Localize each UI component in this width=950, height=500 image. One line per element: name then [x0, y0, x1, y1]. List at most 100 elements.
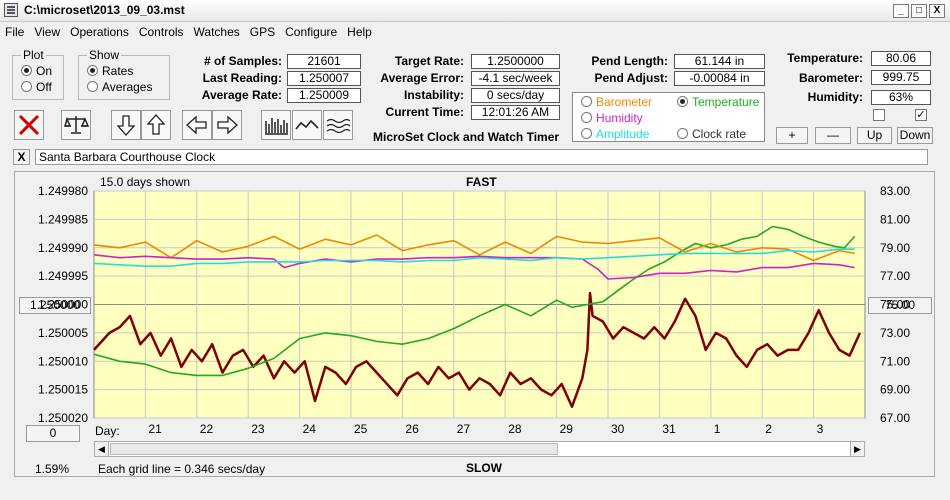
y-left-tick-label: 1.249990 [38, 241, 88, 255]
show-rates-radio[interactable]: Rates [87, 64, 133, 78]
y-right-tick-label: 83.00 [880, 184, 910, 198]
down-arrow-button[interactable] [111, 110, 141, 140]
menu-watches[interactable]: Watches [193, 25, 240, 39]
scroll-left-arrow-icon[interactable]: ◀ [95, 442, 109, 456]
option-temperature[interactable]: Temperature [677, 95, 759, 109]
multi-line-button[interactable] [323, 110, 353, 140]
last-reading-label: Last Reading: [202, 71, 282, 85]
radio-selected-icon [21, 65, 32, 76]
minimize-button[interactable]: _ [893, 4, 909, 18]
balance-button[interactable] [61, 110, 91, 140]
menu-gps[interactable]: GPS [249, 25, 276, 39]
option-barometer-label: Barometer [596, 95, 653, 109]
show-averages-label: Averages [102, 80, 153, 94]
scroll-right-arrow-icon[interactable]: ▶ [850, 442, 864, 456]
pend-length-field[interactable]: 61.144 in [674, 54, 765, 69]
pend-adjust-field: -0.00084 in [674, 71, 765, 86]
scale-icon [64, 116, 89, 134]
option-humidity[interactable]: Humidity [581, 111, 643, 125]
x-tick-label: 25 [354, 422, 368, 436]
left-checkbox[interactable] [873, 109, 885, 121]
y-left-tick-label: 1.250010 [38, 354, 88, 368]
option-clock-rate[interactable]: Clock rate [677, 127, 746, 141]
humidity-field: 63% [871, 90, 931, 105]
menu-operations[interactable]: Operations [70, 25, 129, 39]
series-line-amplitude [93, 248, 855, 268]
show-group: Show Rates Averages [78, 48, 170, 100]
average-rate-field: 1.250009 [287, 88, 361, 103]
plot-group: Plot On Off [12, 48, 64, 100]
left-arrow-button[interactable] [182, 110, 212, 140]
radio-icon [581, 128, 592, 139]
minus-button[interactable]: — [815, 127, 851, 144]
line-view-button[interactable] [292, 110, 322, 140]
option-amplitude[interactable]: Amplitude [581, 127, 649, 141]
y-right-tick-label: 79.00 [880, 241, 910, 255]
plot-off-label: Off [36, 80, 52, 94]
clear-button[interactable] [14, 110, 44, 140]
arrow-left-icon [186, 115, 207, 135]
day-axis-label: Day: [95, 424, 120, 438]
up-button[interactable]: Up [857, 127, 892, 144]
show-group-title: Show [87, 48, 122, 62]
center-left-button[interactable]: 1.250000 [19, 297, 91, 314]
down-button[interactable]: Down [897, 127, 933, 144]
menu-file[interactable]: File [5, 25, 25, 39]
bar-view-button[interactable] [261, 110, 291, 140]
plot-off-radio[interactable]: Off [21, 80, 52, 94]
grid-note: Each grid line = 0.346 secs/day [98, 462, 266, 476]
horizontal-scrollbar[interactable]: ◀ ▶ [94, 441, 865, 457]
x-tick-label: 26 [405, 422, 419, 436]
instability-label: Instability: [403, 88, 464, 102]
option-temperature-label: Temperature [692, 95, 760, 109]
menu-configure[interactable]: Configure [285, 25, 338, 39]
scroll-thumb[interactable] [110, 443, 558, 455]
clock-name-field[interactable]: Santa Barbara Courthouse Clock [35, 149, 928, 165]
plus-button[interactable]: + [776, 127, 808, 144]
option-clock-rate-label: Clock rate [692, 127, 747, 141]
x-tick-label: 24 [303, 422, 317, 436]
barometer-field: 999.75 [871, 70, 931, 85]
current-time-label: Current Time: [385, 105, 464, 119]
multi-wave-icon [326, 118, 351, 134]
maximize-button[interactable]: □ [911, 4, 927, 18]
samples-field: 21601 [287, 54, 361, 69]
y-left-tick-label: 1.250020 [38, 411, 88, 425]
y-left-tick-label: 1.249985 [38, 212, 88, 226]
chart-series-group [93, 225, 862, 408]
x-tick-label: 23 [251, 422, 265, 436]
menu-help[interactable]: Help [347, 25, 372, 39]
right-checkbox[interactable]: ✓ [915, 109, 927, 121]
series-line-rate [93, 291, 862, 408]
y-left-tick-label: 1.249980 [38, 184, 88, 198]
plot-on-radio[interactable]: On [21, 64, 52, 78]
series-line-barometer [93, 234, 855, 262]
red-x-icon [18, 114, 40, 136]
close-clock-button[interactable]: X [13, 149, 30, 165]
y-left-tick-label: 1.249995 [38, 269, 88, 283]
option-amplitude-label: Amplitude [596, 127, 650, 141]
option-barometer[interactable]: Barometer [581, 95, 652, 109]
average-error-field: -4.1 sec/week [471, 71, 560, 86]
right-arrow-button[interactable] [212, 110, 242, 140]
chart-ticks-group: 1.249980 83.00 1.249985 81.00 1.249990 79.00 1… [38, 184, 910, 436]
menu-view[interactable]: View [34, 25, 61, 39]
x-tick-label: 31 [662, 422, 676, 436]
last-reading-field: 1.250007 [287, 71, 361, 86]
menu-bar: File View Operations Controls Watches GPS Conf… [0, 22, 950, 42]
percent-label: 1.59% [35, 462, 70, 476]
center-right-button[interactable]: 75.00 [868, 297, 932, 314]
arrow-right-icon [217, 115, 238, 135]
target-rate-field[interactable]: 1.2500000 [471, 54, 560, 69]
up-arrow-button[interactable] [141, 110, 171, 140]
zero-button[interactable]: 0 [26, 425, 80, 442]
radio-icon [581, 96, 592, 107]
x-tick-label: 27 [457, 422, 471, 436]
close-window-button[interactable]: X [929, 4, 945, 18]
target-rate-label: Target Rate: [394, 54, 464, 68]
show-averages-radio[interactable]: Averages [87, 80, 152, 94]
menu-controls[interactable]: Controls [138, 25, 184, 39]
temperature-field: 80.06 [871, 51, 931, 66]
average-error-label: Average Error: [380, 71, 464, 85]
